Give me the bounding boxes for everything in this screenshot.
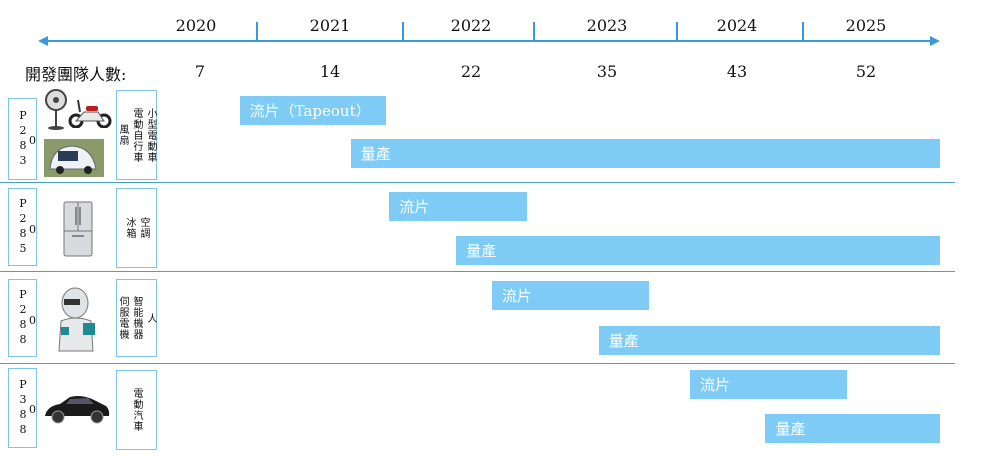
application-label: 智能機器 <box>131 296 142 340</box>
product-code-box: P283 <box>8 98 37 180</box>
zero-label: 0 <box>29 314 36 327</box>
zero-label: 0 <box>29 223 36 236</box>
year-label: 2021 <box>309 16 351 35</box>
robot-icon <box>58 287 95 352</box>
row-separator <box>0 363 955 364</box>
application-box: 人 智能機器 伺服電機 <box>116 279 157 357</box>
mass-production-bar: 量產 <box>765 414 940 443</box>
tapeout-bar: 流片 <box>491 281 649 310</box>
row-separator <box>0 271 955 272</box>
mass-production-bar: 量產 <box>350 139 940 168</box>
tapeout-bar: 流片（Tapeout） <box>239 96 387 125</box>
application-box: 小型電動車 電動自行車 風扇 <box>116 90 157 180</box>
product-code-box: P288 <box>8 279 37 357</box>
team-size-value: 52 <box>855 62 877 81</box>
product-code: P283 <box>16 109 30 169</box>
team-size-label: 開發團隊人數: <box>25 65 127 84</box>
application-label: 風扇 <box>117 124 128 146</box>
mass-production-bar: 量產 <box>456 236 940 265</box>
electric-car-icon <box>45 396 110 424</box>
team-size-value: 7 <box>194 62 206 81</box>
team-size-value: 43 <box>726 62 748 81</box>
mass-production-bar: 量產 <box>598 326 940 355</box>
application-label: 人 <box>145 312 156 324</box>
refrigerator-icon <box>63 201 93 257</box>
application-label: 空調 <box>138 217 149 239</box>
zero-label: 0 <box>29 403 36 416</box>
zero-label: 0 <box>29 134 36 147</box>
product-code-box: P388 <box>8 368 37 448</box>
product-code: P288 <box>16 288 30 348</box>
tapeout-bar: 流片 <box>389 192 528 221</box>
application-label: 冰箱 <box>124 217 135 239</box>
year-label: 2022 <box>450 16 492 35</box>
year-label: 2020 <box>175 16 217 35</box>
application-box: 電動汽車 <box>116 370 157 450</box>
team-size-value: 14 <box>319 62 341 81</box>
tapeout-bar: 流片 <box>689 370 847 399</box>
year-label: 2023 <box>586 16 628 35</box>
application-label: 電動汽車 <box>131 388 142 432</box>
year-label: 2024 <box>716 16 758 35</box>
small-electric-car-icon <box>44 139 104 177</box>
year-label: 2025 <box>845 16 887 35</box>
application-label: 電動自行車 <box>131 107 142 163</box>
team-size-value: 22 <box>460 62 482 81</box>
row-separator <box>0 182 955 183</box>
product-code: P285 <box>16 197 30 257</box>
application-label: 伺服電機 <box>117 296 128 340</box>
application-label: 小型電動車 <box>145 107 156 163</box>
product-code: P388 <box>16 378 30 438</box>
team-size-value: 35 <box>596 62 618 81</box>
product-code-box: P285 <box>8 188 37 266</box>
fan-icon <box>45 89 67 130</box>
timeline-axis <box>38 22 940 46</box>
application-box: 空調 冰箱 <box>116 188 157 268</box>
electric-scooter-icon <box>68 99 112 128</box>
